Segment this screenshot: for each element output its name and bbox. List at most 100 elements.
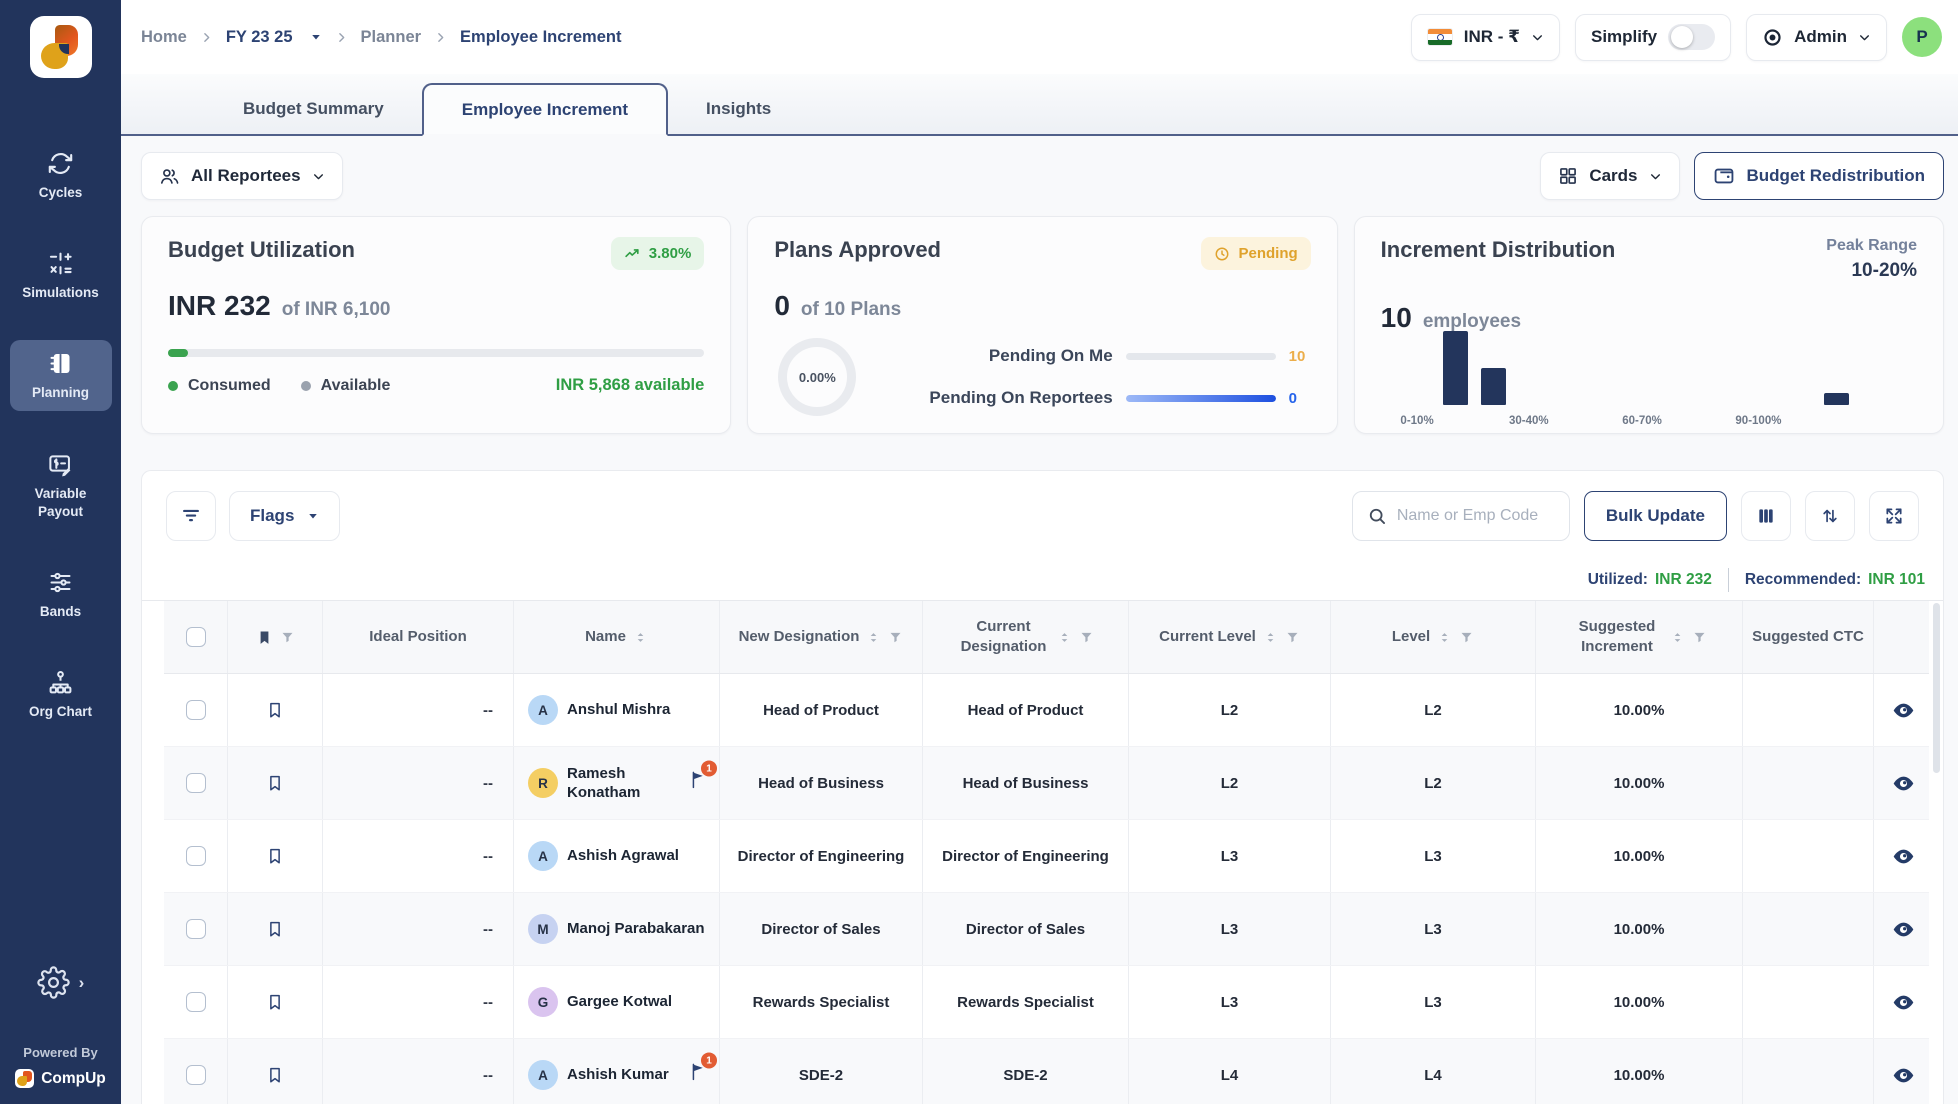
row-checkbox[interactable] xyxy=(186,919,206,939)
row-view-button[interactable] xyxy=(1874,674,1933,746)
column-header-sugg_inc[interactable]: Suggested Increment xyxy=(1536,601,1743,673)
caret-down-icon xyxy=(307,510,319,522)
column-header-level[interactable]: Level xyxy=(1331,601,1536,673)
vertical-scrollbar[interactable] xyxy=(1933,603,1940,773)
chevron-down-icon xyxy=(312,170,325,183)
row-checkbox[interactable] xyxy=(186,846,206,866)
budget-redistribution-button[interactable]: Budget Redistribution xyxy=(1694,152,1944,200)
app-root: Cycles Simulations Planning Variable Payout… xyxy=(0,0,1958,1104)
chart-tick xyxy=(1781,415,1818,427)
content: Budget SummaryEmployee IncrementInsights… xyxy=(121,74,1958,1104)
suggested-increment-cell: 10.00% xyxy=(1536,820,1743,892)
sidebar-item-org-chart[interactable]: Org Chart xyxy=(10,659,112,729)
funnel-icon[interactable] xyxy=(1692,630,1707,645)
row-checkbox[interactable] xyxy=(186,992,206,1012)
search-input[interactable] xyxy=(1397,507,1555,525)
pending-row-value: 0 xyxy=(1289,390,1311,407)
recommended-label: Recommended: xyxy=(1745,571,1861,588)
bookmark-icon[interactable] xyxy=(266,847,284,865)
breadcrumb-fy-23-25[interactable]: FY 23 25 xyxy=(226,28,293,47)
row-view-button[interactable] xyxy=(1874,820,1933,892)
currency-label: INR - ₹ xyxy=(1464,27,1520,47)
card-title: Budget Utilization xyxy=(168,237,355,263)
column-header-name[interactable]: Name xyxy=(514,601,720,673)
pending-rows: Pending On Me10Pending On Reportees0 xyxy=(874,346,1310,408)
chevron-down-icon xyxy=(1531,31,1544,44)
column-header-sugg_ctc[interactable]: Suggested CTC xyxy=(1743,601,1874,673)
bookmark-icon[interactable] xyxy=(266,774,284,792)
suggested-ctc-cell xyxy=(1743,747,1874,819)
tab-employee-increment[interactable]: Employee Increment xyxy=(422,83,668,136)
row-select-cell xyxy=(164,1039,228,1104)
flag-icon[interactable]: 1 xyxy=(688,768,708,794)
bulk-update-button[interactable]: Bulk Update xyxy=(1584,491,1727,541)
available-dot-icon xyxy=(301,381,311,391)
funnel-icon[interactable] xyxy=(888,630,903,645)
bookmark-icon[interactable] xyxy=(266,1066,284,1084)
row-checkbox[interactable] xyxy=(186,1065,206,1085)
table-row: --AAnshul MishraHead of ProductHead of P… xyxy=(164,674,1929,747)
avatar: A xyxy=(528,841,558,871)
tab-budget-summary[interactable]: Budget Summary xyxy=(205,84,422,134)
level-cell: L2 xyxy=(1331,747,1536,819)
sidebar-item-label: Variable Payout xyxy=(12,485,110,521)
bookmark-icon[interactable] xyxy=(266,701,284,719)
columns-button[interactable] xyxy=(1741,491,1791,541)
chart-tick xyxy=(1549,415,1586,427)
sort-pair-icon[interactable] xyxy=(1057,630,1072,645)
settings-button[interactable]: › xyxy=(37,966,85,999)
row-view-button[interactable] xyxy=(1874,893,1933,965)
funnel-icon[interactable] xyxy=(1079,630,1094,645)
simplify-toggle[interactable] xyxy=(1668,24,1715,50)
compup-logo xyxy=(30,16,92,78)
column-header-cur_level[interactable]: Current Level xyxy=(1129,601,1331,673)
column-header-cur_desig[interactable]: Current Designation xyxy=(923,601,1129,673)
flag-icon[interactable]: 1 xyxy=(688,1060,708,1086)
bookmark-icon[interactable] xyxy=(266,920,284,938)
current-level-cell: L3 xyxy=(1129,893,1331,965)
sidebar-item-simulations[interactable]: Simulations xyxy=(10,240,112,310)
user-avatar[interactable]: P xyxy=(1902,17,1942,57)
role-selector[interactable]: Admin xyxy=(1746,14,1887,61)
suggested-ctc-cell xyxy=(1743,1039,1874,1104)
bookmark-icon[interactable] xyxy=(266,993,284,1011)
breadcrumb-planner[interactable]: Planner xyxy=(361,28,422,47)
sort-pair-icon[interactable] xyxy=(866,630,881,645)
filter-button[interactable] xyxy=(166,491,216,541)
sort-pair-icon[interactable] xyxy=(1263,630,1278,645)
sidebar-item-planning[interactable]: Planning xyxy=(10,340,112,410)
row-checkbox[interactable] xyxy=(186,773,206,793)
cards-view-dropdown[interactable]: Cards xyxy=(1540,152,1679,200)
sort-pair-icon[interactable] xyxy=(1670,630,1685,645)
select-all-checkbox[interactable] xyxy=(186,627,206,647)
sort-button[interactable] xyxy=(1805,491,1855,541)
row-bookmark-cell xyxy=(228,966,323,1038)
pending-row-pending-on-reportees: Pending On Reportees0 xyxy=(874,388,1310,408)
currency-selector[interactable]: INR - ₹ xyxy=(1411,14,1560,61)
bookmark-filled-icon[interactable] xyxy=(256,629,273,646)
utilization-progress-track xyxy=(168,349,704,357)
chart-tick: 90-100% xyxy=(1735,415,1781,427)
flags-dropdown[interactable]: Flags xyxy=(229,491,340,541)
row-view-button[interactable] xyxy=(1874,747,1933,819)
breadcrumb: HomeFY 23 25PlannerEmployee Increment xyxy=(141,28,621,47)
sort-pair-icon[interactable] xyxy=(633,630,648,645)
pending-badge: Pending xyxy=(1201,237,1310,270)
reportees-dropdown[interactable]: All Reportees xyxy=(141,152,343,200)
sidebar-item-variable-payout[interactable]: Variable Payout xyxy=(10,441,112,529)
funnel-icon[interactable] xyxy=(1285,630,1300,645)
funnel-icon[interactable] xyxy=(280,630,295,645)
breadcrumb-home[interactable]: Home xyxy=(141,28,187,47)
fullscreen-button[interactable] xyxy=(1869,491,1919,541)
sort-pair-icon[interactable] xyxy=(1437,630,1452,645)
column-header-new_desig[interactable]: New Designation xyxy=(720,601,923,673)
sidebar-item-bands[interactable]: Bands xyxy=(10,559,112,629)
funnel-icon[interactable] xyxy=(1459,630,1474,645)
row-view-button[interactable] xyxy=(1874,1039,1933,1104)
row-checkbox[interactable] xyxy=(186,700,206,720)
sidebar-item-cycles[interactable]: Cycles xyxy=(10,140,112,210)
column-header-ideal[interactable]: Ideal Position xyxy=(323,601,514,673)
tab-insights[interactable]: Insights xyxy=(668,84,809,134)
row-view-button[interactable] xyxy=(1874,966,1933,1038)
caret-down-icon[interactable] xyxy=(310,31,322,43)
